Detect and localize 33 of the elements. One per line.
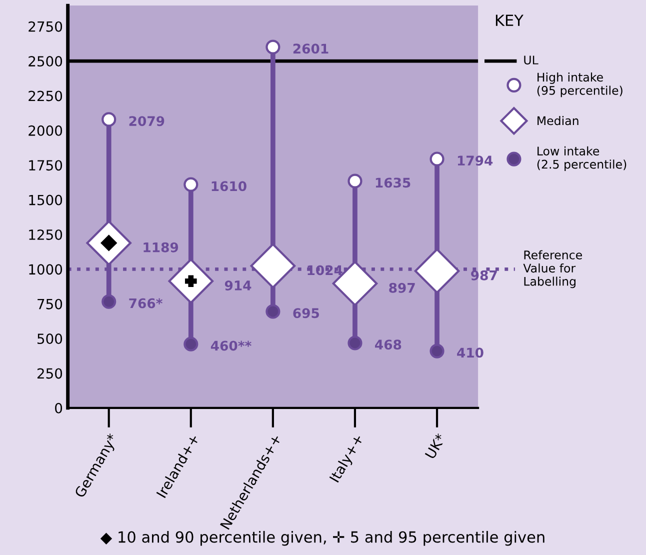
data-label: 1610: [212, 181, 246, 192]
data-label: 1635: [376, 178, 410, 188]
y-tick-label: 1500: [29, 194, 62, 206]
y-tick-label: 250: [37, 368, 62, 379]
ref-line-label: Reference Value for Labelling: [523, 250, 582, 288]
data-label: 1189: [144, 242, 178, 252]
y-tick-label: 2000: [28, 125, 62, 136]
ref-line-label: UL: [524, 56, 538, 64]
legend-label: Low intake (2.5 percentile): [537, 146, 626, 171]
data-label: 897: [389, 282, 415, 293]
y-tick-label: 0: [55, 402, 62, 414]
data-label: 987: [471, 270, 497, 280]
y-tick-label: 750: [38, 298, 62, 310]
text: ◆ 10 and 90 percentile given, ✛ 5 and 95 percentile given: [100, 530, 544, 546]
legend-label: High intake (95 percentile): [537, 72, 622, 98]
data-label: 2079: [129, 116, 164, 126]
y-tick-label: 1250: [29, 229, 62, 240]
y-tick-label: 500: [38, 334, 62, 344]
y-tick-label: 2250: [28, 90, 62, 102]
data-label: 1794: [458, 156, 493, 166]
legend-title: KEY: [496, 14, 524, 26]
y-tick-label: 2500: [28, 56, 62, 67]
data-label: 460**: [210, 340, 252, 351]
data-label: 410: [457, 348, 484, 358]
y-tick-label: 2750: [28, 21, 62, 32]
data-label: 2601: [293, 44, 328, 54]
data-label: 695: [293, 308, 319, 318]
data-label: 766*: [129, 298, 162, 308]
data-label: 914: [224, 280, 252, 290]
legend-label: Median: [538, 116, 578, 126]
y-tick-label: 1750: [29, 160, 62, 171]
y-tick-label: 1000: [29, 264, 62, 275]
data-label: 468: [375, 340, 402, 350]
